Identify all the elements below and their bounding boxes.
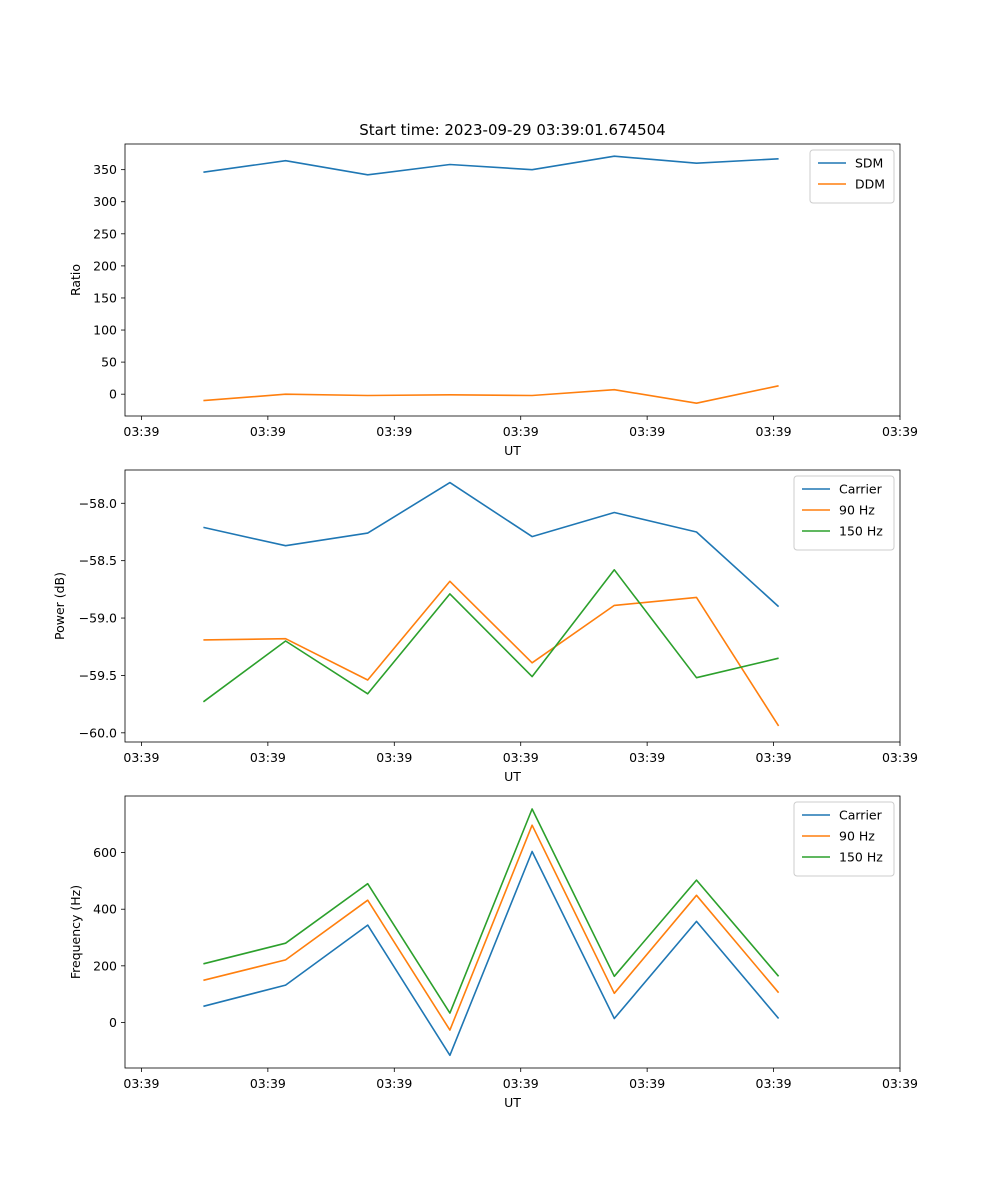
series-line-90-hz [203, 580, 780, 727]
axes-frame [124, 469, 901, 743]
x-tick-label: 03:39 [123, 1076, 159, 1091]
x-tick-label: 03:39 [756, 750, 792, 765]
x-tick-label: 03:39 [376, 424, 412, 439]
y-axis-label: Frequency (Hz) [68, 885, 83, 979]
y-tick-label: −59.5 [79, 668, 117, 683]
y-axis-label: Power (dB) [52, 572, 67, 640]
x-tick-label: 03:39 [882, 1076, 918, 1091]
y-tick-label: 50 [101, 355, 117, 370]
series-line-sdm [203, 155, 779, 176]
legend: SDM DDM [809, 149, 895, 204]
subplot-2: −60.0 −59.5 −59.0 −58.5 −58.0 03:39 03:39 03:39… [52, 469, 918, 784]
x-tick-label: 03:39 [503, 424, 539, 439]
axes-frame [124, 795, 901, 1069]
x-tick-label: 03:39 [756, 424, 792, 439]
legend-label: 90 Hz [839, 503, 875, 518]
x-tick-label: 03:39 [376, 750, 412, 765]
y-tick-label: 250 [93, 226, 117, 241]
x-axis-label: UT [504, 443, 521, 458]
x-tick-label: 03:39 [629, 1076, 665, 1091]
x-tick-label: 03:39 [376, 1076, 412, 1091]
x-axis-label: UT [504, 769, 521, 784]
legend-label: 90 Hz [839, 829, 875, 844]
y-tick-label: −59.0 [79, 611, 117, 626]
x-tick-label: 03:39 [882, 424, 918, 439]
y-tick-label: 200 [93, 258, 117, 273]
x-tick-label: 03:39 [250, 1076, 286, 1091]
legend: Carrier 90 Hz 150 Hz [793, 475, 895, 551]
series-line-90-hz [203, 824, 780, 1031]
x-tick-label: 03:39 [629, 424, 665, 439]
y-tick-label: 0 [109, 1015, 117, 1030]
y-tick-label: −58.5 [79, 553, 117, 568]
x-tick-label: 03:39 [503, 1076, 539, 1091]
y-tick-label: 200 [93, 958, 117, 973]
legend: Carrier 90 Hz 150 Hz [793, 801, 895, 877]
x-tick-label: 03:39 [503, 750, 539, 765]
x-tick-label: 03:39 [123, 750, 159, 765]
legend-label: Carrier [839, 808, 883, 823]
y-tick-label: 300 [93, 194, 117, 209]
series-line-ddm [203, 385, 779, 405]
x-tick-label: 03:39 [250, 750, 286, 765]
y-tick-label: 100 [93, 323, 117, 338]
series-line-carrier [203, 481, 780, 608]
subplot-1: Start time: 2023-09-29 03:39:01.674504 0 5… [68, 121, 918, 458]
x-tick-label: 03:39 [882, 750, 918, 765]
axes-frame [124, 143, 901, 417]
y-tick-label: 600 [93, 845, 117, 860]
legend-label: 150 Hz [839, 850, 883, 865]
x-tick-label: 03:39 [756, 1076, 792, 1091]
series-line-150-hz [202, 568, 779, 703]
chart-title: Start time: 2023-09-29 03:39:01.674504 [359, 121, 665, 139]
x-tick-label: 03:39 [123, 424, 159, 439]
subplot-3: 0 200 400 600 03:39 03:39 03:39 03:39 03:39 03:39… [68, 795, 918, 1110]
y-tick-label: 0 [109, 387, 117, 402]
legend-label: Carrier [839, 482, 883, 497]
x-tick-label: 03:39 [629, 750, 665, 765]
y-tick-label: 400 [93, 902, 117, 917]
y-axis-label: Ratio [68, 264, 83, 296]
legend-label: DDM [855, 177, 885, 192]
x-tick-label: 03:39 [250, 424, 286, 439]
y-tick-label: −60.0 [79, 725, 117, 740]
series-line-150-hz [203, 808, 780, 1014]
legend-label: SDM [855, 156, 883, 171]
y-tick-label: 150 [93, 290, 117, 305]
series-line-carrier [203, 850, 780, 1057]
x-axis-label: UT [504, 1095, 521, 1110]
legend-label: 150 Hz [839, 524, 883, 539]
y-tick-label: 350 [93, 162, 117, 177]
y-tick-label: −58.0 [79, 496, 117, 511]
